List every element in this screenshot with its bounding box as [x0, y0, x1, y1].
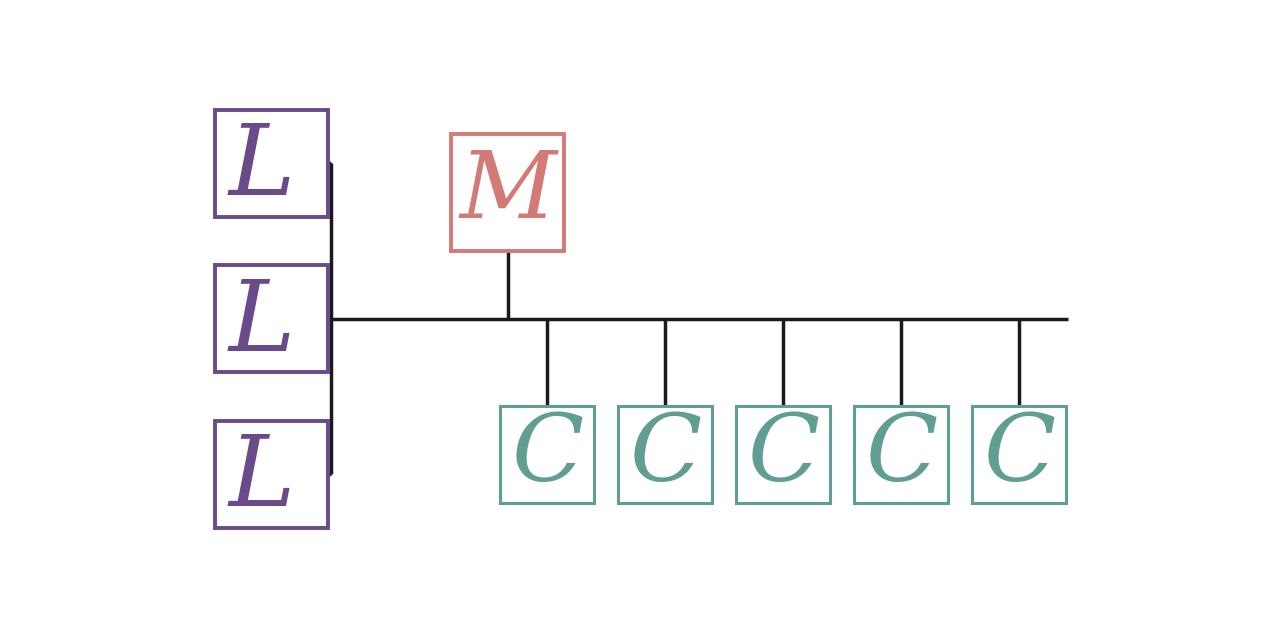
FancyBboxPatch shape [500, 406, 594, 504]
Text: L: L [228, 121, 296, 216]
FancyBboxPatch shape [618, 406, 712, 504]
Text: C: C [629, 410, 702, 500]
Text: L: L [228, 276, 296, 371]
Text: C: C [511, 410, 584, 500]
Text: C: C [747, 410, 820, 500]
FancyBboxPatch shape [216, 421, 329, 528]
Text: C: C [865, 410, 938, 500]
FancyBboxPatch shape [216, 265, 329, 372]
Text: C: C [983, 410, 1056, 500]
FancyBboxPatch shape [452, 134, 565, 251]
FancyBboxPatch shape [216, 110, 329, 216]
Text: M: M [459, 147, 556, 237]
FancyBboxPatch shape [736, 406, 830, 504]
Text: L: L [228, 432, 296, 527]
FancyBboxPatch shape [972, 406, 1066, 504]
FancyBboxPatch shape [854, 406, 948, 504]
